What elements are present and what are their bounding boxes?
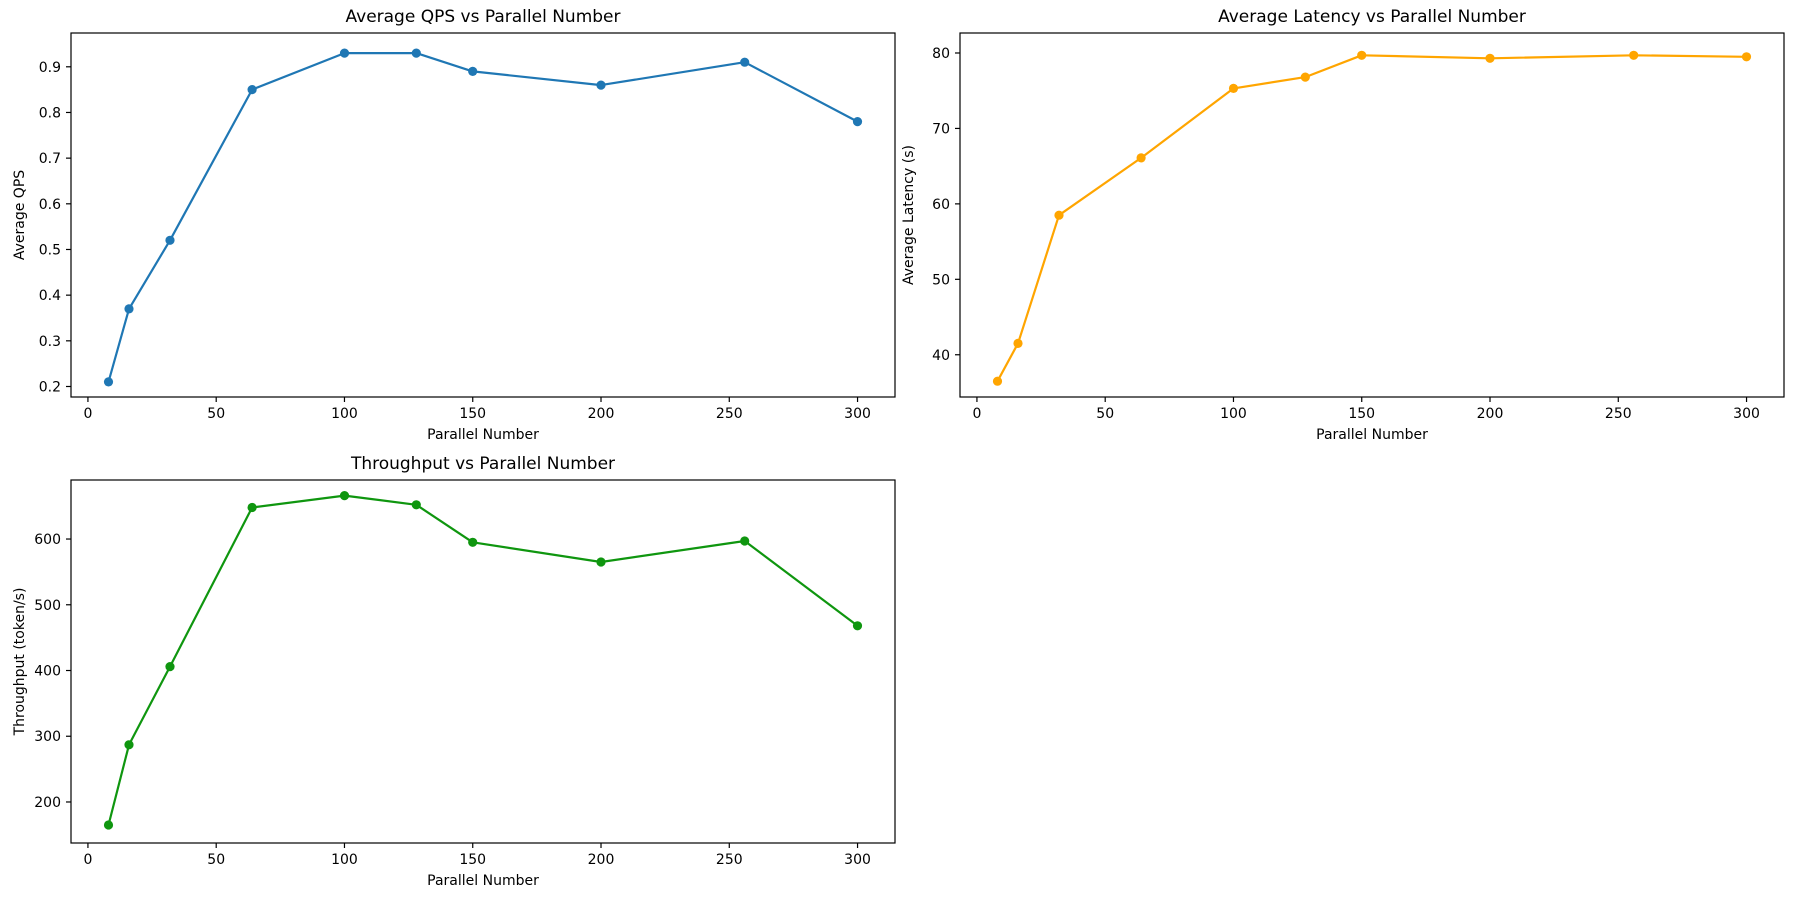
x-tick-label: 300 [844,406,871,422]
data-line [996,54,1748,383]
x-tick-label: 300 [1733,406,1760,422]
data-point [1054,210,1064,220]
chart-title: Average Latency vs Parallel Number [1218,7,1526,27]
y-tick-label: 300 [34,729,61,745]
y-tick-label: 0.2 [39,379,61,395]
y-axis-label: Average QPS [12,170,28,260]
data-point [1629,50,1639,60]
data-point [103,377,114,387]
data-point [852,117,863,127]
plot-border [70,32,896,398]
x-tick-label: 100 [331,406,358,422]
data-point [165,662,175,672]
data-point [247,502,257,513]
y-tick-label: 500 [34,598,61,614]
x-tick-label: 0 [83,852,92,868]
chart-title: Throughput vs Parallel Number [350,454,615,474]
y-tick-label: 0.5 [39,242,61,258]
data-point [468,66,478,76]
x-tick-label: 100 [331,852,358,868]
y-tick-label: 80 [932,46,950,62]
data-point [1357,50,1367,60]
x-tick-label: 50 [207,852,225,868]
chart-title: Average QPS vs Parallel Number [346,7,621,27]
x-axis-label: Parallel Number [1316,427,1428,443]
data-point [247,85,257,95]
y-tick-label: 60 [932,197,950,213]
x-tick-label: 50 [1096,406,1114,422]
y-tick-label: 200 [34,795,61,811]
y-tick-label: 0.3 [39,334,61,350]
x-tick-label: 250 [716,406,743,422]
x-tick-label: 200 [588,406,615,422]
x-tick-label: 150 [1348,406,1375,422]
x-tick-label: 100 [1220,406,1247,422]
data-point [1228,83,1239,93]
x-tick-label: 0 [972,406,981,422]
data-point [1741,52,1752,62]
x-axis-label: Parallel Number [427,873,539,889]
data-point [740,57,750,67]
x-tick-label: 300 [844,852,871,868]
x-tick-label: 0 [83,406,92,422]
data-point [852,621,863,631]
y-tick-label: 400 [34,664,61,680]
data-point [165,235,175,245]
y-axis-label: Throughput (token/s) [12,588,28,737]
x-tick-label: 250 [716,852,743,868]
chart-average-qps: 0 50 100 150 200 250 300 0.2 0.3 0.4 0.5 0.6 0.7 0.8 0… [12,7,896,443]
data-point [1136,153,1146,163]
chart-average-latency: 0 50 100 150 200 250 300 40 50 60 70 80 Average Late… [901,7,1785,443]
data-point [339,491,350,501]
y-tick-label: 70 [932,121,950,137]
data-point [1485,53,1495,63]
x-tick-label: 150 [459,852,486,868]
x-tick-label: 200 [588,852,615,868]
data-point [992,376,1003,386]
data-point [740,536,750,546]
data-point [468,537,478,547]
data-point [103,820,114,830]
y-axis-label: Average Latency (s) [901,145,917,285]
plot-border [959,32,1785,398]
data-line [107,51,859,383]
data-point [596,557,606,567]
chart-throughput: 0 50 100 150 200 250 300 200 300 400 500 600 Through… [12,454,896,889]
y-tick-label: 40 [932,348,950,364]
data-point [411,48,421,58]
data-point [1013,338,1023,348]
x-axis-label: Parallel Number [427,427,539,443]
x-tick-label: 150 [459,406,486,422]
y-tick-label: 0.9 [39,60,61,76]
y-tick-label: 600 [34,532,61,548]
x-tick-label: 50 [207,406,225,422]
data-point [339,48,350,58]
data-point [1300,72,1310,82]
data-point [124,304,134,314]
data-point [596,80,606,90]
x-tick-label: 250 [1605,406,1632,422]
plot-border [70,479,896,844]
data-line [107,494,859,827]
y-tick-label: 0.4 [39,288,61,304]
y-tick-label: 0.7 [39,151,61,167]
y-tick-label: 0.8 [39,105,61,121]
y-tick-label: 50 [932,272,950,288]
x-tick-label: 200 [1477,406,1504,422]
y-tick-label: 0.6 [39,197,61,213]
data-point [124,740,134,750]
data-point [411,500,421,510]
